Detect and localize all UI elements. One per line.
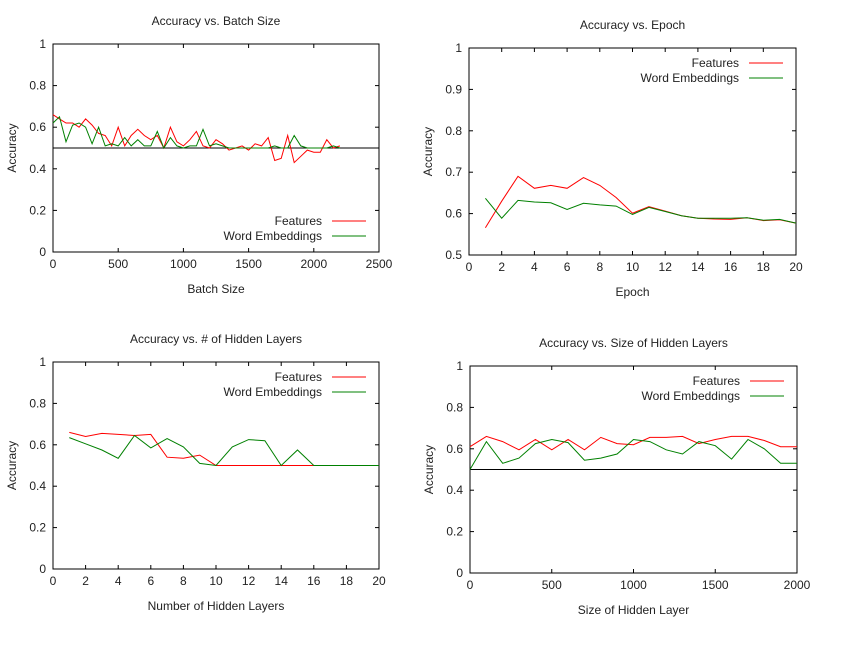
chart-1: Accuracy vs. Batch Size 0 500 1000 1500 2000 2…: [5, 14, 393, 296]
series-line-word-embeddings: [469, 438, 797, 470]
legend-label: Features: [693, 374, 740, 388]
legend-label: Features: [692, 56, 739, 70]
x-tick-label: 18: [340, 574, 354, 588]
y-tick-label: 0.8: [29, 396, 46, 410]
plot-frame: [468, 47, 797, 256]
legend-label: Word Embeddings: [641, 71, 740, 85]
y-tick-label: 0.6: [29, 438, 46, 452]
x-tick-label: 16: [724, 260, 738, 274]
y-tick-label: 0.7: [445, 165, 462, 179]
chart-title: Accuracy vs. # of Hidden Layers: [130, 332, 302, 346]
y-tick-label: 0: [39, 562, 46, 576]
x-tick-label: 20: [789, 260, 803, 274]
x-tick-label: 4: [115, 574, 122, 588]
y-tick-label: 0.6: [446, 442, 463, 456]
x-axis-label: Batch Size: [187, 282, 245, 296]
x-tick-label: 10: [209, 574, 223, 588]
y-tick-label: 0: [39, 245, 46, 259]
x-tick-label: 10: [626, 260, 640, 274]
x-tick-label: 2500: [366, 257, 393, 271]
x-tick-label: 20: [372, 574, 386, 588]
series-line-word-embeddings: [485, 197, 797, 224]
x-axis-label: Number of Hidden Layers: [148, 599, 285, 613]
y-tick-label: 0.5: [445, 248, 462, 262]
x-tick-label: 6: [147, 574, 154, 588]
x-tick-label: 1000: [620, 578, 647, 592]
y-axis-label: Accuracy: [421, 127, 435, 176]
y-tick-label: 0.4: [446, 483, 463, 497]
x-tick-label: 500: [542, 578, 562, 592]
legend-label: Word Embeddings: [224, 385, 323, 399]
y-tick-label: 0.4: [29, 479, 46, 493]
y-tick-label: 0.2: [446, 525, 463, 539]
series-line-features: [69, 431, 314, 466]
y-tick-label: 0.4: [29, 162, 46, 176]
series-line-word-embeddings: [69, 434, 379, 467]
y-tick-label: 1: [456, 359, 463, 373]
y-tick-label: 0.8: [445, 124, 462, 138]
x-tick-label: 12: [242, 574, 256, 588]
y-tick-label: 0.8: [446, 400, 463, 414]
x-axis-label: Size of Hidden Layer: [578, 603, 689, 617]
x-tick-label: 1500: [702, 578, 729, 592]
x-tick-label: 0: [50, 574, 57, 588]
series-line-features: [52, 114, 341, 164]
y-tick-label: 0.6: [445, 207, 462, 221]
x-tick-label: 4: [531, 260, 538, 274]
chart-title: Accuracy vs. Epoch: [580, 18, 685, 32]
x-tick-label: 12: [659, 260, 673, 274]
y-tick-label: 0.8: [29, 79, 46, 93]
y-tick-label: 0.9: [445, 82, 462, 96]
x-tick-label: 2000: [784, 578, 811, 592]
chart-2: Accuracy vs. Epoch 0 2 4 6 8 10 12 14 16 18 20 0.5 0.…: [421, 18, 803, 299]
legend-label: Word Embeddings: [642, 389, 741, 403]
x-tick-label: 2000: [300, 257, 327, 271]
x-tick-label: 1000: [170, 257, 197, 271]
chart-title: Accuracy vs. Size of Hidden Layers: [539, 336, 728, 350]
x-tick-label: 14: [691, 260, 705, 274]
x-tick-label: 2: [498, 260, 505, 274]
x-tick-label: 16: [307, 574, 321, 588]
chart-title: Accuracy vs. Batch Size: [152, 14, 281, 28]
x-tick-label: 0: [50, 257, 57, 271]
y-tick-label: 1: [39, 37, 46, 51]
y-tick-label: 0: [456, 566, 463, 580]
series-line-word-embeddings: [52, 115, 341, 150]
y-tick-label: 1: [39, 355, 46, 369]
legend-label: Features: [275, 214, 322, 228]
x-tick-label: 500: [108, 257, 128, 271]
x-tick-label: 18: [757, 260, 771, 274]
x-tick-label: 6: [564, 260, 571, 274]
x-tick-label: 2: [82, 574, 89, 588]
x-tick-label: 0: [466, 260, 473, 274]
y-tick-label: 1: [455, 41, 462, 55]
y-axis-label: Accuracy: [422, 445, 436, 494]
y-axis-label: Accuracy: [5, 441, 19, 490]
x-axis-label: Epoch: [615, 285, 649, 299]
y-axis-label: Accuracy: [5, 123, 19, 172]
x-tick-label: 8: [180, 574, 187, 588]
series-line-features: [469, 435, 797, 451]
y-tick-label: 0.6: [29, 120, 46, 134]
x-tick-label: 0: [467, 578, 474, 592]
y-tick-label: 0.2: [29, 521, 46, 535]
x-tick-label: 8: [596, 260, 603, 274]
y-tick-label: 0.2: [29, 203, 46, 217]
x-tick-label: 14: [275, 574, 289, 588]
legend-label: Features: [275, 370, 322, 384]
legend-label: Word Embeddings: [224, 229, 323, 243]
x-tick-label: 1500: [235, 257, 262, 271]
